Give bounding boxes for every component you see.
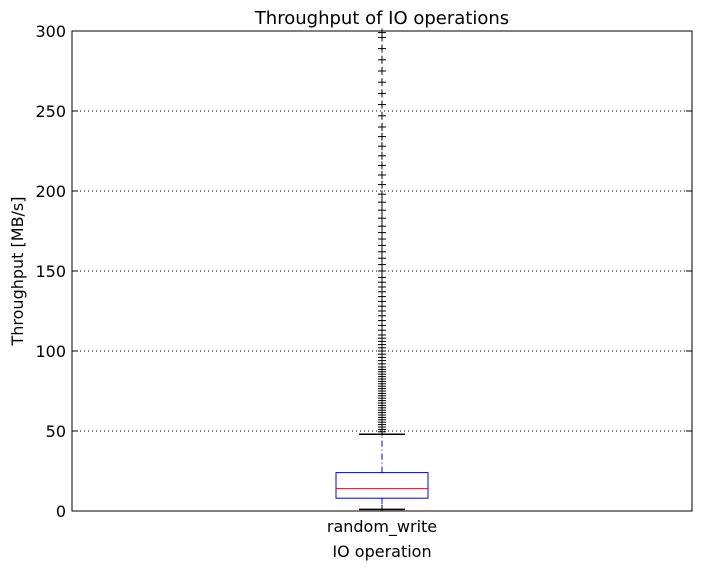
outlier-point: [378, 67, 386, 75]
x-tick-label: random_write: [327, 517, 437, 537]
x-axis-label: IO operation: [332, 542, 431, 561]
outlier-point: [378, 44, 386, 53]
outlier-point: [378, 180, 386, 189]
y-axis-ticks: 0 50 100 150 200 250 300: [35, 22, 692, 521]
y-tick-label: 0: [56, 502, 66, 521]
outlier-point: [378, 100, 386, 109]
box-iqr: [335, 472, 429, 499]
outlier-point: [378, 123, 386, 131]
chart-title: Throughput of IO operations: [254, 8, 509, 29]
y-tick-label: 100: [35, 342, 66, 361]
outlier-point: [378, 132, 386, 141]
y-axis-label: Throughput [MB/s]: [8, 196, 27, 346]
outlier-point: [378, 142, 386, 151]
x-axis-ticks: random_write: [327, 31, 437, 537]
outlier-point: [378, 198, 386, 207]
outlier-point: [378, 161, 386, 170]
y-tick-label: 50: [46, 422, 66, 441]
plot-content: [335, 28, 429, 511]
y-tick-label: 250: [35, 102, 66, 121]
outlier-point: [378, 214, 386, 223]
y-tick-label: 300: [35, 22, 66, 41]
outlier-point: [378, 190, 386, 199]
y-tick-label: 200: [35, 182, 66, 201]
outlier-point: [378, 111, 386, 120]
outlier-point: [378, 78, 386, 87]
grid-lines: [72, 110, 692, 432]
y-tick-label: 150: [35, 262, 66, 281]
outlier-point: [378, 55, 386, 64]
outlier-point: [378, 171, 386, 179]
outlier-point: [378, 206, 386, 215]
outlier-point: [378, 222, 386, 231]
outlier-point: [378, 89, 386, 98]
outlier-point: [378, 151, 386, 160]
